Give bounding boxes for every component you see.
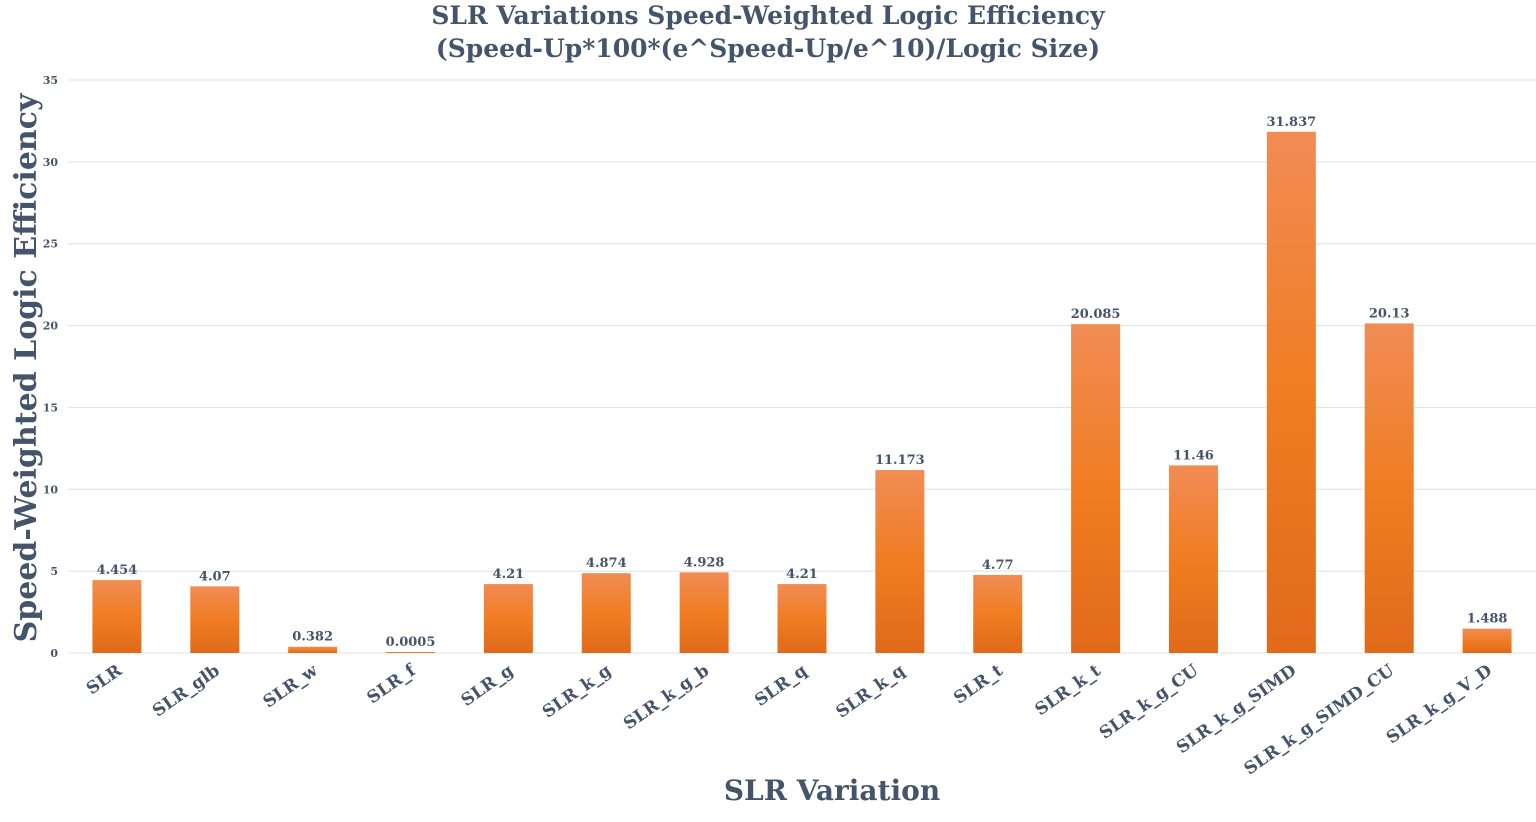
x-tick-label: SLR_f: [364, 660, 421, 708]
bar-slr-f: [386, 652, 436, 653]
y-tick-label: 30: [43, 156, 59, 169]
bar-slr-k-g-cu: [1168, 465, 1218, 653]
bar-slr-k-g: [581, 573, 631, 653]
x-tick-label: SLR_k_g: [539, 661, 615, 723]
data-label: 4.21: [786, 567, 818, 582]
data-label: 0.382: [292, 630, 333, 645]
bar-slr-k-t: [1071, 324, 1121, 653]
y-axis-label: Speed-Weighted Logic Efficiency: [9, 92, 44, 642]
bar-slr-k-g-v-d: [1462, 628, 1512, 653]
x-axis-label: SLR Variation: [724, 774, 940, 807]
bar-slr-k-g-simd: [1266, 131, 1316, 653]
data-label: 11.173: [875, 453, 925, 468]
x-tick-label: SLR_k_t: [1032, 661, 1105, 720]
x-tick-label: SLR_k_g_b: [620, 661, 713, 734]
data-label: 20.085: [1071, 307, 1121, 322]
y-tick-label: 15: [43, 401, 58, 414]
y-tick-label: 35: [43, 74, 58, 87]
data-label: 31.837: [1266, 115, 1316, 130]
x-tick-label: SLR_w: [260, 661, 322, 713]
data-label: 1.488: [1467, 612, 1508, 627]
bar-slr-w: [288, 646, 338, 653]
data-label: 4.21: [493, 567, 525, 582]
bar-slr-k-q: [875, 470, 925, 653]
bar-slr-glb: [190, 586, 240, 653]
bar-slr-t: [973, 574, 1023, 653]
x-tick-label: SLR_k_q: [833, 661, 909, 723]
bar-slr-k-g-b: [679, 572, 729, 653]
y-tick-label: 20: [43, 320, 59, 333]
y-tick-label: 0: [50, 647, 58, 660]
x-tick-label: SLR: [83, 660, 127, 699]
data-label: 20.13: [1369, 306, 1410, 321]
x-tick-label: SLR_q: [751, 661, 811, 711]
x-tick-label: SLR_k_g_V_D: [1383, 661, 1496, 749]
y-tick-label: 10: [43, 483, 59, 496]
bar-slr-g: [483, 584, 533, 653]
bar-slr-q: [777, 584, 827, 653]
chart-title-line-2: (Speed-Up*100*(e^Speed-Up/e^10)/Logic Si…: [435, 34, 1101, 63]
data-label: 4.874: [586, 556, 627, 571]
x-tick-label: SLR_t: [950, 661, 1006, 709]
bar-slr: [92, 580, 142, 653]
data-label: 11.46: [1173, 448, 1214, 463]
y-tick-label: 5: [50, 565, 58, 578]
y-tick-label: 25: [43, 238, 58, 251]
data-label: 0.0005: [386, 635, 436, 650]
bar-slr-k-g-simd-cu: [1364, 323, 1414, 653]
data-label: 4.77: [982, 558, 1014, 573]
x-tick-label: SLR_glb: [149, 661, 224, 722]
x-tick-label: SLR_g: [458, 661, 518, 711]
data-label: 4.07: [199, 569, 231, 584]
chart-title-line-1: SLR Variations Speed-Weighted Logic Effi…: [431, 1, 1105, 30]
data-label: 4.454: [97, 563, 138, 578]
data-label: 4.928: [684, 555, 725, 570]
